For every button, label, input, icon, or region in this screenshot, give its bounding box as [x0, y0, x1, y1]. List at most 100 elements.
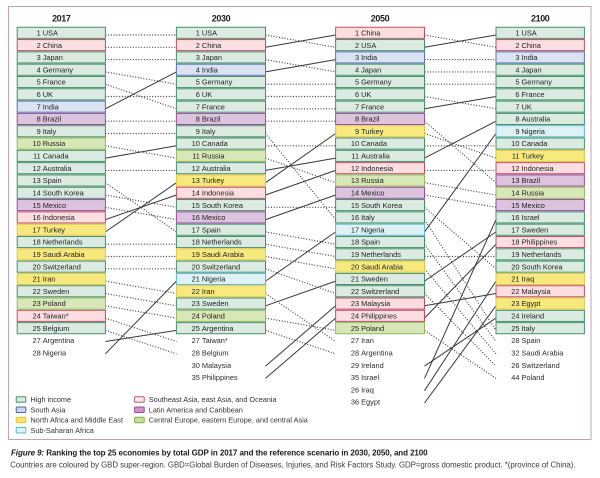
svg-text:16: 16	[32, 213, 40, 222]
svg-text:1: 1	[515, 28, 519, 37]
svg-text:France: France	[202, 102, 225, 111]
svg-text:14: 14	[511, 188, 519, 197]
svg-text:Brazil: Brazil	[522, 176, 541, 185]
svg-text:Iran: Iran	[361, 336, 374, 345]
svg-text:8: 8	[196, 115, 200, 124]
svg-text:23: 23	[351, 299, 359, 308]
svg-text:17: 17	[351, 225, 359, 234]
svg-text:9: 9	[515, 127, 519, 136]
svg-text:3: 3	[355, 53, 359, 62]
svg-text:10: 10	[351, 139, 359, 148]
svg-text:Malaysia: Malaysia	[361, 299, 391, 308]
svg-text:Philippines: Philippines	[202, 373, 238, 382]
svg-text:Mexico: Mexico	[361, 188, 384, 197]
svg-text:2050: 2050	[371, 14, 390, 24]
svg-text:India: India	[522, 53, 539, 62]
svg-text:Spain: Spain	[361, 238, 380, 247]
svg-text:Nigeria: Nigeria	[202, 275, 226, 284]
svg-text:9: 9	[37, 127, 41, 136]
svg-text:8: 8	[515, 115, 519, 124]
svg-text:12: 12	[32, 164, 40, 173]
svg-text:Egypt: Egypt	[361, 398, 380, 407]
svg-text:22: 22	[351, 287, 359, 296]
svg-text:15: 15	[32, 201, 40, 210]
svg-text:Netherlands: Netherlands	[43, 238, 83, 247]
svg-text:Iraq: Iraq	[361, 385, 374, 394]
svg-text:20: 20	[351, 262, 359, 271]
svg-text:Japan: Japan	[361, 65, 381, 74]
svg-text:Australia: Australia	[361, 152, 391, 161]
svg-text:USA: USA	[361, 41, 376, 50]
svg-text:Netherlands: Netherlands	[361, 250, 401, 259]
svg-text:Spain: Spain	[43, 176, 62, 185]
svg-text:Poland: Poland	[522, 373, 545, 382]
svg-text:4: 4	[515, 65, 519, 74]
svg-text:Australia: Australia	[43, 164, 73, 173]
svg-text:1: 1	[37, 28, 41, 37]
svg-text:21: 21	[32, 275, 40, 284]
svg-text:Canada: Canada	[202, 139, 229, 148]
svg-text:Sweden: Sweden	[522, 225, 549, 234]
svg-text:China: China	[361, 28, 381, 37]
svg-text:2100: 2100	[531, 14, 550, 24]
svg-text:Israel: Israel	[361, 373, 379, 382]
svg-text:Malaysia: Malaysia	[202, 361, 232, 370]
svg-text:Germany: Germany	[43, 65, 74, 74]
svg-text:17: 17	[192, 225, 200, 234]
svg-text:32: 32	[511, 348, 519, 357]
svg-text:Turkey: Turkey	[522, 152, 545, 161]
svg-text:Australia: Australia	[202, 164, 232, 173]
svg-text:Saudi Arabia: Saudi Arabia	[202, 250, 245, 259]
svg-text:Indonesia: Indonesia	[361, 164, 394, 173]
svg-text:Canada: Canada	[522, 139, 549, 148]
svg-text:8: 8	[355, 115, 359, 124]
svg-text:23: 23	[32, 299, 40, 308]
svg-text:Sweden: Sweden	[361, 275, 388, 284]
svg-text:6: 6	[355, 90, 359, 99]
svg-text:6: 6	[37, 90, 41, 99]
svg-text:Switzerland: Switzerland	[43, 262, 81, 271]
svg-text:2: 2	[355, 41, 359, 50]
svg-text:Turkey: Turkey	[361, 127, 384, 136]
svg-text:Sweden: Sweden	[43, 287, 70, 296]
svg-text:20: 20	[32, 262, 40, 271]
svg-text:22: 22	[511, 287, 519, 296]
svg-text:China: China	[202, 41, 222, 50]
svg-text:Brazil: Brazil	[43, 115, 62, 124]
svg-text:Russia: Russia	[522, 188, 545, 197]
svg-text:Figure 9: Ranking the top 25 e: Figure 9: Ranking the top 25 economies b…	[11, 448, 428, 457]
svg-text:13: 13	[351, 176, 359, 185]
svg-text:4: 4	[355, 65, 359, 74]
svg-text:25: 25	[351, 324, 359, 333]
svg-text:South Korea: South Korea	[43, 188, 85, 197]
svg-text:Saudi Arabia: Saudi Arabia	[361, 262, 404, 271]
svg-text:Russia: Russia	[361, 176, 384, 185]
svg-text:35: 35	[192, 373, 200, 382]
svg-text:25: 25	[32, 324, 40, 333]
svg-text:23: 23	[511, 299, 519, 308]
svg-text:Russia: Russia	[43, 139, 66, 148]
svg-text:Germany: Germany	[361, 78, 392, 87]
svg-text:22: 22	[192, 287, 200, 296]
svg-text:UK: UK	[202, 90, 212, 99]
svg-text:USA: USA	[202, 28, 217, 37]
svg-text:Spain: Spain	[202, 225, 221, 234]
svg-text:17: 17	[511, 225, 519, 234]
svg-text:27: 27	[32, 336, 40, 345]
svg-text:South Korea: South Korea	[202, 201, 244, 210]
svg-text:20: 20	[511, 262, 519, 271]
svg-text:12: 12	[351, 164, 359, 173]
svg-text:India: India	[43, 102, 60, 111]
svg-text:Sub-Saharan Africa: Sub-Saharan Africa	[31, 426, 95, 435]
svg-text:Central Europe, eastern Europe: Central Europe, eastern Europe, and cent…	[149, 416, 309, 425]
svg-text:16: 16	[351, 213, 359, 222]
svg-text:Japan: Japan	[43, 53, 63, 62]
svg-text:Germany: Germany	[522, 78, 553, 87]
svg-text:Saudi Arabia: Saudi Arabia	[43, 250, 86, 259]
svg-text:Mexico: Mexico	[522, 201, 545, 210]
svg-text:18: 18	[32, 238, 40, 247]
svg-text:UK: UK	[522, 102, 532, 111]
svg-text:Iran: Iran	[202, 287, 215, 296]
svg-text:29: 29	[351, 361, 359, 370]
svg-text:11: 11	[192, 152, 200, 161]
